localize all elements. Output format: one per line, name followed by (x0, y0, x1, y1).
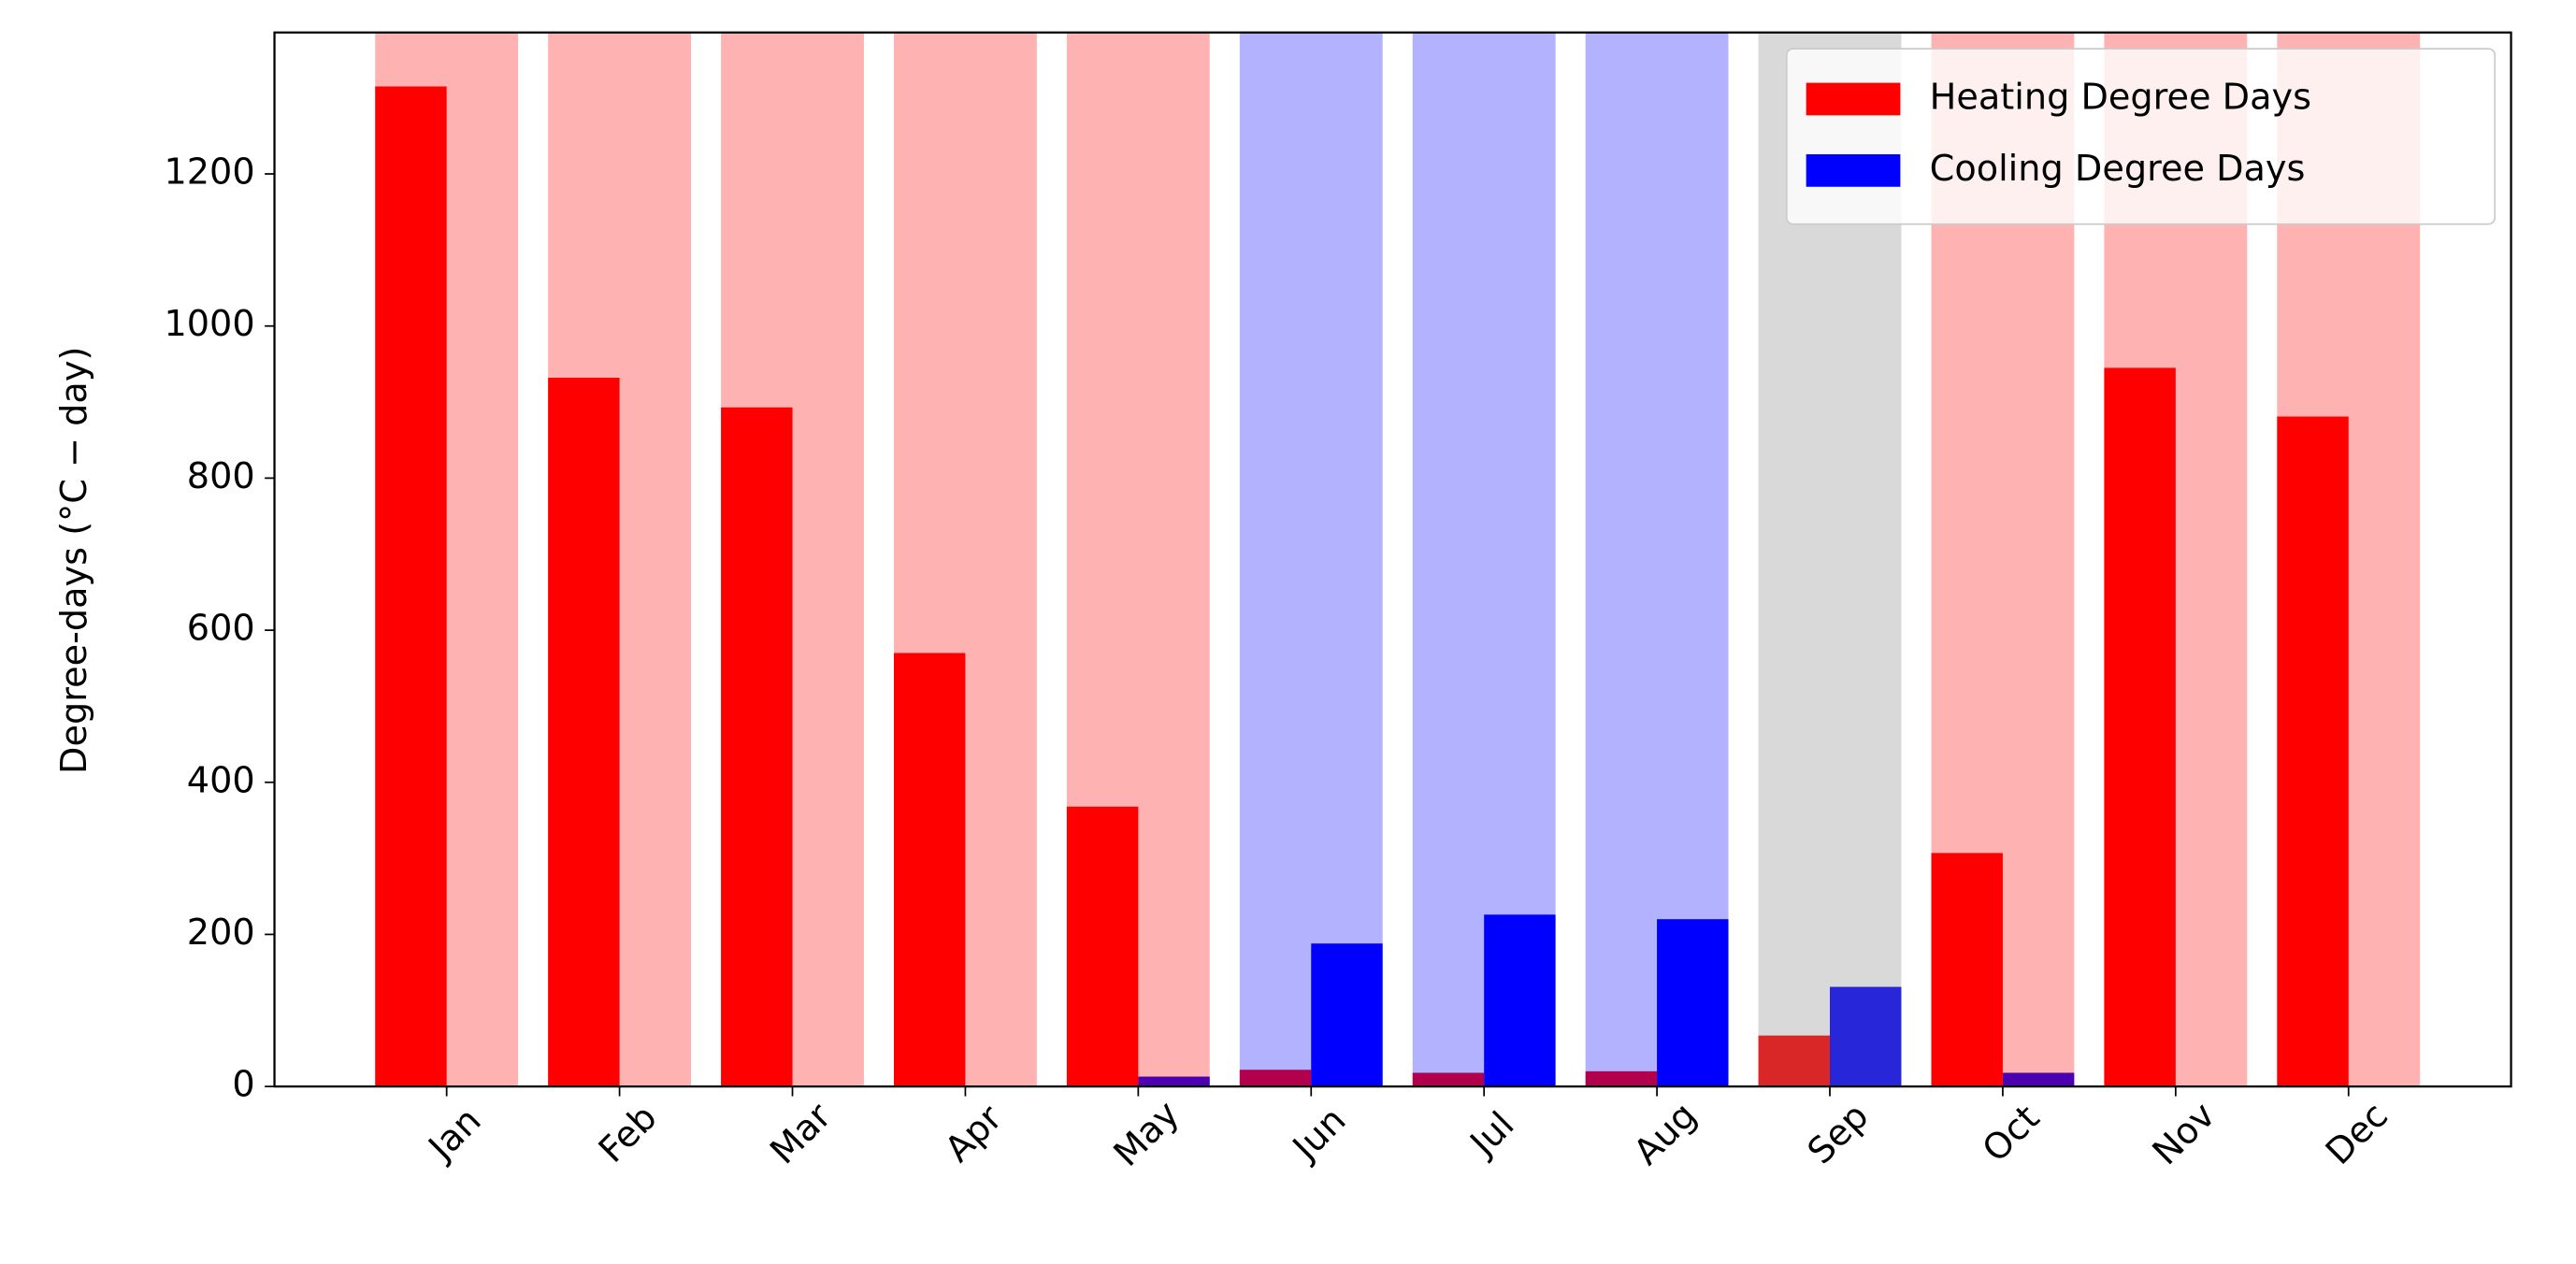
bar (2277, 416, 2349, 1087)
x-tick-label: Jun (1285, 1100, 1355, 1171)
bar (721, 407, 793, 1087)
y-tick-label: 600 (187, 609, 255, 650)
x-tick-label: Sep (1800, 1096, 1877, 1172)
bar (1484, 914, 1556, 1087)
bar (1657, 919, 1729, 1087)
x-tick-label: Jul (1461, 1104, 1522, 1165)
x-tick-label: May (1106, 1094, 1187, 1175)
x-tick-label: Feb (591, 1098, 665, 1171)
y-tick-label: 200 (187, 912, 255, 954)
x-tick-label: Dec (2318, 1095, 2396, 1172)
y-tick-label: 800 (187, 456, 255, 497)
season-shading (721, 32, 864, 1087)
bar (1138, 1076, 1210, 1087)
season-shading (1066, 32, 1210, 1087)
bar (1585, 1070, 1658, 1087)
legend-swatch (1806, 154, 1901, 187)
plot-frame (273, 31, 2512, 1088)
x-tick-label: Jan (420, 1100, 489, 1170)
legend-swatch (1806, 82, 1901, 116)
legend-box (1785, 48, 2497, 225)
season-shading (893, 32, 1037, 1087)
bar (2002, 1072, 2075, 1087)
bar (1758, 1035, 1831, 1087)
bar (1830, 986, 1902, 1087)
bar (375, 86, 447, 1087)
season-shading (548, 32, 692, 1087)
bar (1066, 806, 1139, 1087)
x-tick-label: Oct (1975, 1098, 2048, 1171)
y-axis-label: Degree-days (°C − day) (54, 347, 95, 774)
x-tick-label: Nov (2145, 1095, 2223, 1173)
legend-label: Cooling Degree Days (1930, 149, 2306, 190)
x-tick-label: Mar (763, 1096, 840, 1172)
season-shading (375, 32, 519, 1087)
bar (1412, 1072, 1485, 1087)
legend: Heating Degree Days Cooling Degree Days (1785, 48, 2497, 225)
season-shading (1412, 32, 1556, 1087)
y-tick-label: 400 (187, 760, 255, 801)
bar (893, 653, 966, 1087)
legend-label: Heating Degree Days (1930, 77, 2311, 118)
y-tick-label: 1200 (164, 152, 254, 194)
bar (548, 378, 620, 1087)
bar (1239, 1070, 1312, 1087)
season-shading (1239, 32, 1383, 1087)
bar (1931, 853, 2003, 1087)
season-shading (1585, 32, 1729, 1087)
bar (2104, 367, 2176, 1087)
y-tick-label: 0 (232, 1065, 254, 1106)
y-tick-label: 1000 (164, 304, 254, 345)
bar (1311, 943, 1383, 1087)
x-tick-label: Apr (938, 1098, 1011, 1171)
x-tick-label: Aug (1627, 1095, 1705, 1173)
